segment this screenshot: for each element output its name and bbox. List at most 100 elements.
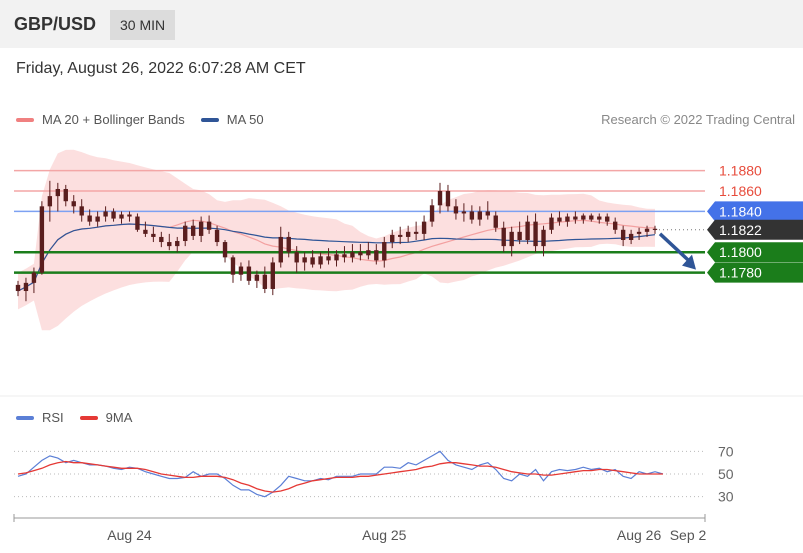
candle-body	[206, 221, 212, 230]
bollinger-band	[18, 149, 655, 331]
candle-body	[246, 266, 252, 281]
candle-body	[175, 241, 180, 247]
candle-body	[111, 211, 116, 219]
candle-body	[350, 252, 355, 258]
x-tick-label: Aug 26	[617, 527, 662, 543]
candle-body	[469, 211, 475, 220]
rsi-9ma-line	[17, 460, 663, 493]
ma9-swatch	[79, 415, 98, 420]
candle-body	[390, 234, 395, 243]
candle-body	[47, 196, 53, 207]
candle-body	[358, 252, 363, 256]
candle-body	[238, 266, 244, 275]
price-legend: MA 20 + Bollinger Bands MA 50	[16, 112, 264, 127]
candle-body	[461, 211, 467, 214]
candle-body	[87, 215, 92, 222]
candle-body	[429, 205, 435, 222]
level-label-1.1880: 1.1880	[719, 163, 762, 179]
legend-label-9ma: 9MA	[105, 410, 133, 425]
candle-body	[501, 227, 506, 247]
candle-body	[135, 216, 140, 230]
level-tag-1.1780	[707, 262, 803, 283]
legend-label-ma50: MA 50	[226, 112, 264, 127]
candle-body	[405, 231, 411, 237]
candle-body	[127, 214, 132, 217]
candle-body	[541, 229, 546, 247]
x-tick-label: Aug 24	[107, 527, 152, 543]
rsi-tick-label: 70	[718, 443, 734, 459]
ma20-swatch	[16, 117, 34, 122]
candle-body	[278, 236, 283, 263]
candle-body	[31, 272, 37, 283]
legend-label-ma20: MA 20 + Bollinger Bands	[42, 112, 185, 127]
level-label-1.1800: 1.1800	[719, 244, 762, 260]
level-tag-1.1840	[707, 201, 803, 222]
level-label-1.1840: 1.1840	[719, 203, 762, 219]
forecast-arrow-head	[682, 254, 696, 270]
candle-body	[533, 221, 538, 247]
candle-body	[294, 252, 299, 263]
candle-body	[421, 221, 427, 234]
candle-body	[437, 191, 443, 206]
candle-body	[198, 221, 204, 236]
candle-body	[151, 233, 156, 237]
candle-body	[103, 211, 108, 217]
candle-body	[652, 228, 658, 230]
candle-body	[79, 206, 84, 216]
candle-body	[374, 250, 379, 261]
candle-body	[254, 274, 260, 281]
candle-body	[55, 188, 61, 197]
candle-body	[557, 217, 562, 222]
candle-body	[270, 262, 275, 289]
ma50-line	[17, 223, 656, 292]
x-tick-label: Aug 25	[362, 527, 407, 543]
candle-body	[517, 231, 522, 240]
timeframe-button[interactable]: 30 MIN	[110, 10, 176, 40]
candle-body	[262, 274, 268, 289]
candle-body	[636, 231, 642, 234]
legend-item-ma50: MA 50	[200, 112, 264, 127]
candle-body	[143, 229, 148, 234]
candle-body	[565, 216, 570, 222]
rsi-legend: RSI 9MA	[16, 410, 132, 425]
candle-body	[119, 214, 124, 219]
legend-item-9ma: 9MA	[79, 410, 133, 425]
candle-body	[605, 216, 610, 222]
legend-item-rsi: RSI	[16, 410, 64, 425]
level-label-1.1860: 1.1860	[719, 183, 762, 199]
ma50-swatch	[200, 117, 219, 122]
forecast-arrow-shaft	[658, 232, 694, 265]
candle-body	[589, 215, 594, 220]
candle-body	[190, 225, 196, 236]
candle-body	[230, 257, 236, 275]
candle-body	[398, 234, 403, 237]
header-bar: GBP/USD 30 MIN	[0, 0, 803, 48]
candle-body	[485, 211, 490, 216]
rsi-tick-label: 50	[718, 466, 734, 482]
candle-body	[366, 250, 371, 256]
symbol-title: GBP/USD	[14, 14, 97, 34]
candle-body	[326, 256, 331, 261]
candle-body	[628, 233, 634, 240]
candle-body	[525, 221, 530, 240]
candle-body	[63, 188, 68, 202]
candle-body	[644, 228, 650, 232]
candle-body	[318, 256, 323, 265]
candle-body	[183, 225, 188, 242]
candle-body	[620, 229, 626, 240]
rsi-swatch	[16, 415, 34, 420]
candle-body	[95, 216, 100, 222]
candle-body	[612, 221, 618, 230]
datetime-label: Friday, August 26, 2022 6:07:28 AM CET	[16, 60, 306, 77]
candle-body	[493, 215, 498, 228]
candle-body	[159, 236, 164, 243]
candle-body	[310, 257, 315, 265]
candle-body	[413, 231, 419, 234]
level-label-1.1780: 1.1780	[719, 265, 762, 281]
candle-body	[222, 242, 228, 258]
rsi-tick-label: 30	[718, 489, 734, 505]
candle-body	[549, 217, 554, 230]
level-tag-1.1822	[707, 219, 803, 240]
x-tick-label: Sep 2	[670, 527, 707, 543]
